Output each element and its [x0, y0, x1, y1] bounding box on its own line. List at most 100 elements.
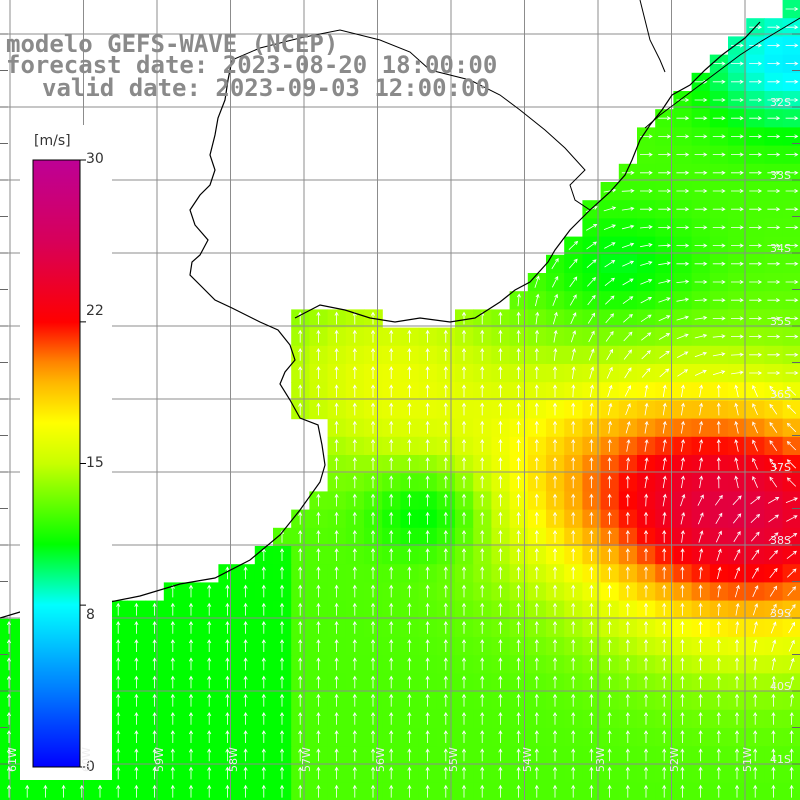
- wind-arrow: [786, 441, 797, 451]
- wind-speed-cell: [618, 200, 638, 219]
- wind-arrow: [243, 730, 248, 743]
- wind-arrow: [552, 457, 558, 470]
- longitude-label: 53W: [594, 747, 607, 772]
- wind-arrow: [643, 548, 649, 561]
- wind-arrow: [534, 584, 539, 598]
- wind-arrow: [370, 693, 376, 707]
- wind-arrow: [152, 748, 157, 762]
- wind-arrow: [552, 548, 558, 561]
- wind-arrow: [316, 784, 321, 798]
- wind-arrow: [6, 748, 12, 762]
- wind-speed-cell: [709, 600, 729, 620]
- wind-arrow: [261, 675, 266, 689]
- wind-arrow: [607, 438, 612, 452]
- wind-arrow: [425, 457, 430, 470]
- wind-arrow: [571, 511, 576, 525]
- wind-speed-cell: [637, 163, 656, 183]
- wind-arrow: [552, 511, 558, 525]
- wind-arrow: [134, 711, 139, 725]
- wind-arrow: [571, 348, 576, 361]
- wind-arrow: [622, 278, 634, 286]
- wind-arrow: [152, 602, 157, 616]
- wind-arrow: [571, 548, 576, 561]
- wind-arrow: [43, 784, 48, 798]
- wind-arrow: [699, 384, 704, 398]
- wind-arrow: [680, 693, 685, 707]
- wind-arrow: [134, 748, 139, 762]
- wind-arrow: [603, 224, 616, 230]
- wind-arrow: [316, 748, 321, 762]
- wind-arrow: [625, 693, 630, 707]
- wind-arrow: [407, 748, 412, 762]
- wind-arrow: [389, 384, 394, 398]
- wind-arrow: [170, 730, 175, 743]
- wind-speed-cell: [637, 218, 656, 238]
- wind-arrow: [767, 261, 781, 266]
- wind-arrow: [461, 420, 467, 434]
- longitude-label: 55W: [447, 747, 460, 772]
- wind-speed-cell: [618, 364, 638, 383]
- wind-speed-cell: [655, 400, 674, 420]
- wind-speed-cell: [709, 564, 729, 583]
- wind-arrow: [370, 384, 376, 398]
- wind-arrow: [749, 116, 763, 121]
- wind-arrow: [134, 602, 139, 616]
- wind-arrow: [480, 493, 485, 507]
- wind-speed-cell: [691, 200, 711, 219]
- wind-arrow: [734, 766, 740, 780]
- wind-arrow: [589, 730, 594, 743]
- wind-speed-cell: [618, 291, 638, 310]
- latitude-label: 37S: [770, 461, 791, 474]
- wind-arrow: [389, 402, 394, 416]
- wind-arrow: [571, 384, 576, 398]
- wind-arrow: [316, 730, 321, 743]
- wind-speed-cell: [600, 236, 620, 256]
- wind-arrow: [407, 493, 412, 507]
- wind-arrow: [334, 384, 339, 398]
- wind-speed-cell: [673, 345, 693, 365]
- wind-arrow: [461, 748, 467, 762]
- wind-arrow: [680, 511, 686, 525]
- wind-arrow: [644, 384, 649, 398]
- wind-arrow: [389, 784, 394, 798]
- wind-arrow: [443, 584, 448, 598]
- wind-speed-cell: [254, 782, 274, 800]
- wind-arrow: [607, 657, 612, 671]
- wind-arrow: [352, 548, 357, 561]
- wind-arrow: [694, 134, 708, 139]
- wind-arrow: [676, 279, 690, 284]
- wind-arrow: [659, 350, 670, 359]
- wind-arrow: [407, 420, 412, 434]
- wind-arrow: [480, 438, 485, 452]
- wind-arrow: [225, 602, 230, 616]
- wind-arrow: [676, 351, 689, 358]
- wind-arrow: [787, 604, 796, 615]
- wind-arrow: [607, 402, 613, 416]
- wind-speed-cell: [728, 254, 747, 274]
- wind-arrow: [498, 657, 503, 671]
- wind-arrow: [698, 566, 703, 580]
- wind-arrow: [516, 675, 521, 689]
- wind-arrow: [243, 657, 248, 671]
- wind-arrow: [712, 152, 726, 157]
- wind-arrow: [785, 352, 799, 357]
- wind-arrow: [552, 711, 558, 725]
- wind-arrow: [658, 261, 671, 266]
- wind-speed-cell: [691, 436, 711, 456]
- wind-arrow: [658, 297, 671, 303]
- wind-arrow: [516, 529, 521, 543]
- wind-arrow: [352, 584, 357, 598]
- wind-arrow: [734, 748, 740, 762]
- wind-arrow: [643, 711, 649, 725]
- wind-arrow: [334, 620, 339, 634]
- wind-arrow: [552, 784, 558, 798]
- wind-speed-cell: [655, 163, 674, 183]
- wind-arrow: [552, 529, 558, 543]
- wind-arrow: [498, 602, 503, 616]
- wind-arrow: [785, 43, 799, 48]
- wind-arrow: [607, 529, 612, 543]
- wind-arrow: [622, 296, 634, 305]
- wind-arrow: [570, 312, 577, 325]
- wind-arrow: [389, 566, 394, 580]
- wind-arrow: [734, 711, 740, 725]
